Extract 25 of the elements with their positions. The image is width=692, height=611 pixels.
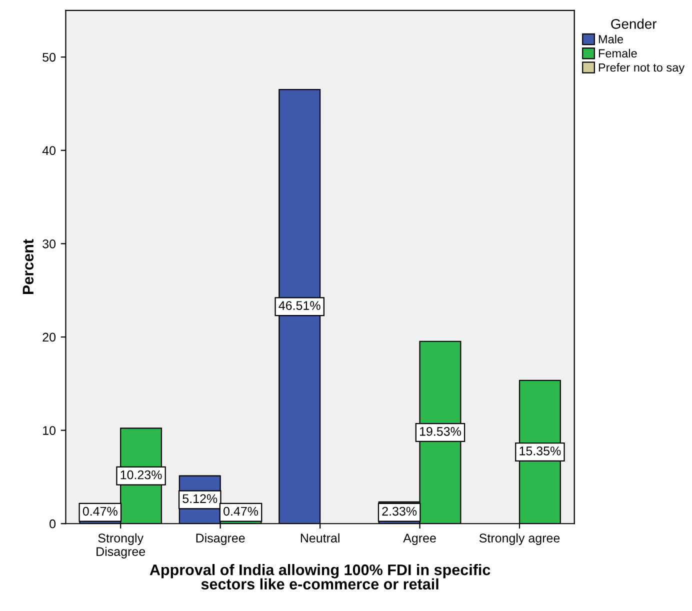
legend-title: Gender: [611, 18, 657, 29]
data-label: 0.47%: [82, 506, 118, 516]
x-tick-label: Disagree: [196, 533, 245, 545]
x-tick-label: Neutral: [300, 533, 340, 543]
legend-label: Male: [598, 34, 624, 44]
data-label: 15.35%: [520, 446, 561, 456]
x-tick-label: Strongly agree: [479, 533, 560, 545]
x-tick-label: Agree: [403, 534, 436, 545]
y-tick-label: 40: [42, 146, 56, 156]
data-label: 0.47%: [224, 506, 258, 516]
y-tick-label: 0: [50, 519, 56, 528]
data-label: 5.12%: [182, 494, 218, 504]
y-axis-title: Percent: [22, 239, 34, 294]
y-tick-label: 30: [42, 239, 56, 248]
legend-label: Prefer not to say: [598, 63, 685, 74]
y-tick-label: 50: [42, 52, 56, 62]
y-tick-label: 10: [43, 426, 56, 435]
x-tick-label: Strongly Disagree: [96, 533, 146, 558]
y-tick-label: 20: [42, 332, 56, 342]
data-label: 19.53%: [420, 427, 461, 436]
x-axis-title: Approval of India allowing 100% FDI in specific sectors like e-commerce or retail: [150, 564, 490, 590]
data-label: 46.51%: [278, 301, 320, 310]
data-label: 10.23%: [120, 470, 162, 480]
data-label: 2.33%: [382, 506, 417, 516]
legend-label: Female: [598, 48, 637, 58]
